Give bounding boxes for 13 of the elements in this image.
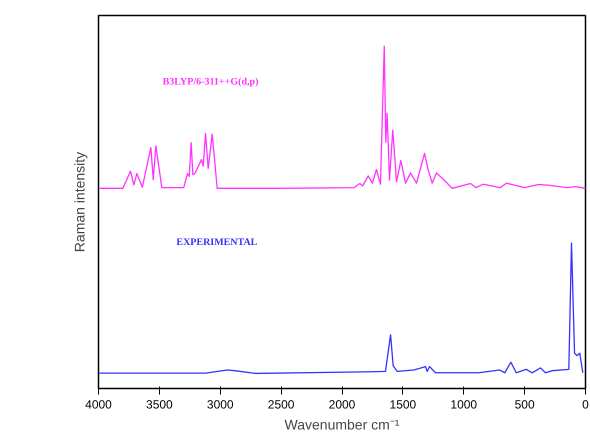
y-axis-title: Raman intensity <box>72 152 88 252</box>
x-tick-label: 1500 <box>390 398 417 412</box>
x-tick-label: 0 <box>582 398 590 412</box>
x-tick-label: 1000 <box>450 398 478 412</box>
x-tick-label: 3000 <box>206 398 234 412</box>
x-tick-label: 2500 <box>268 398 295 412</box>
text: EXPERIMENTAL <box>176 237 258 248</box>
x-tick-label: 500 <box>514 398 535 412</box>
text: B3LYP/6-311++G(d,p) <box>162 76 258 88</box>
x-tick-label: 4000 <box>85 398 112 412</box>
x-tick-label: 2000 <box>328 398 356 412</box>
x-tick-label: 3500 <box>146 398 174 412</box>
x-axis-title: Wavenumber cm⁻¹ <box>284 416 400 432</box>
